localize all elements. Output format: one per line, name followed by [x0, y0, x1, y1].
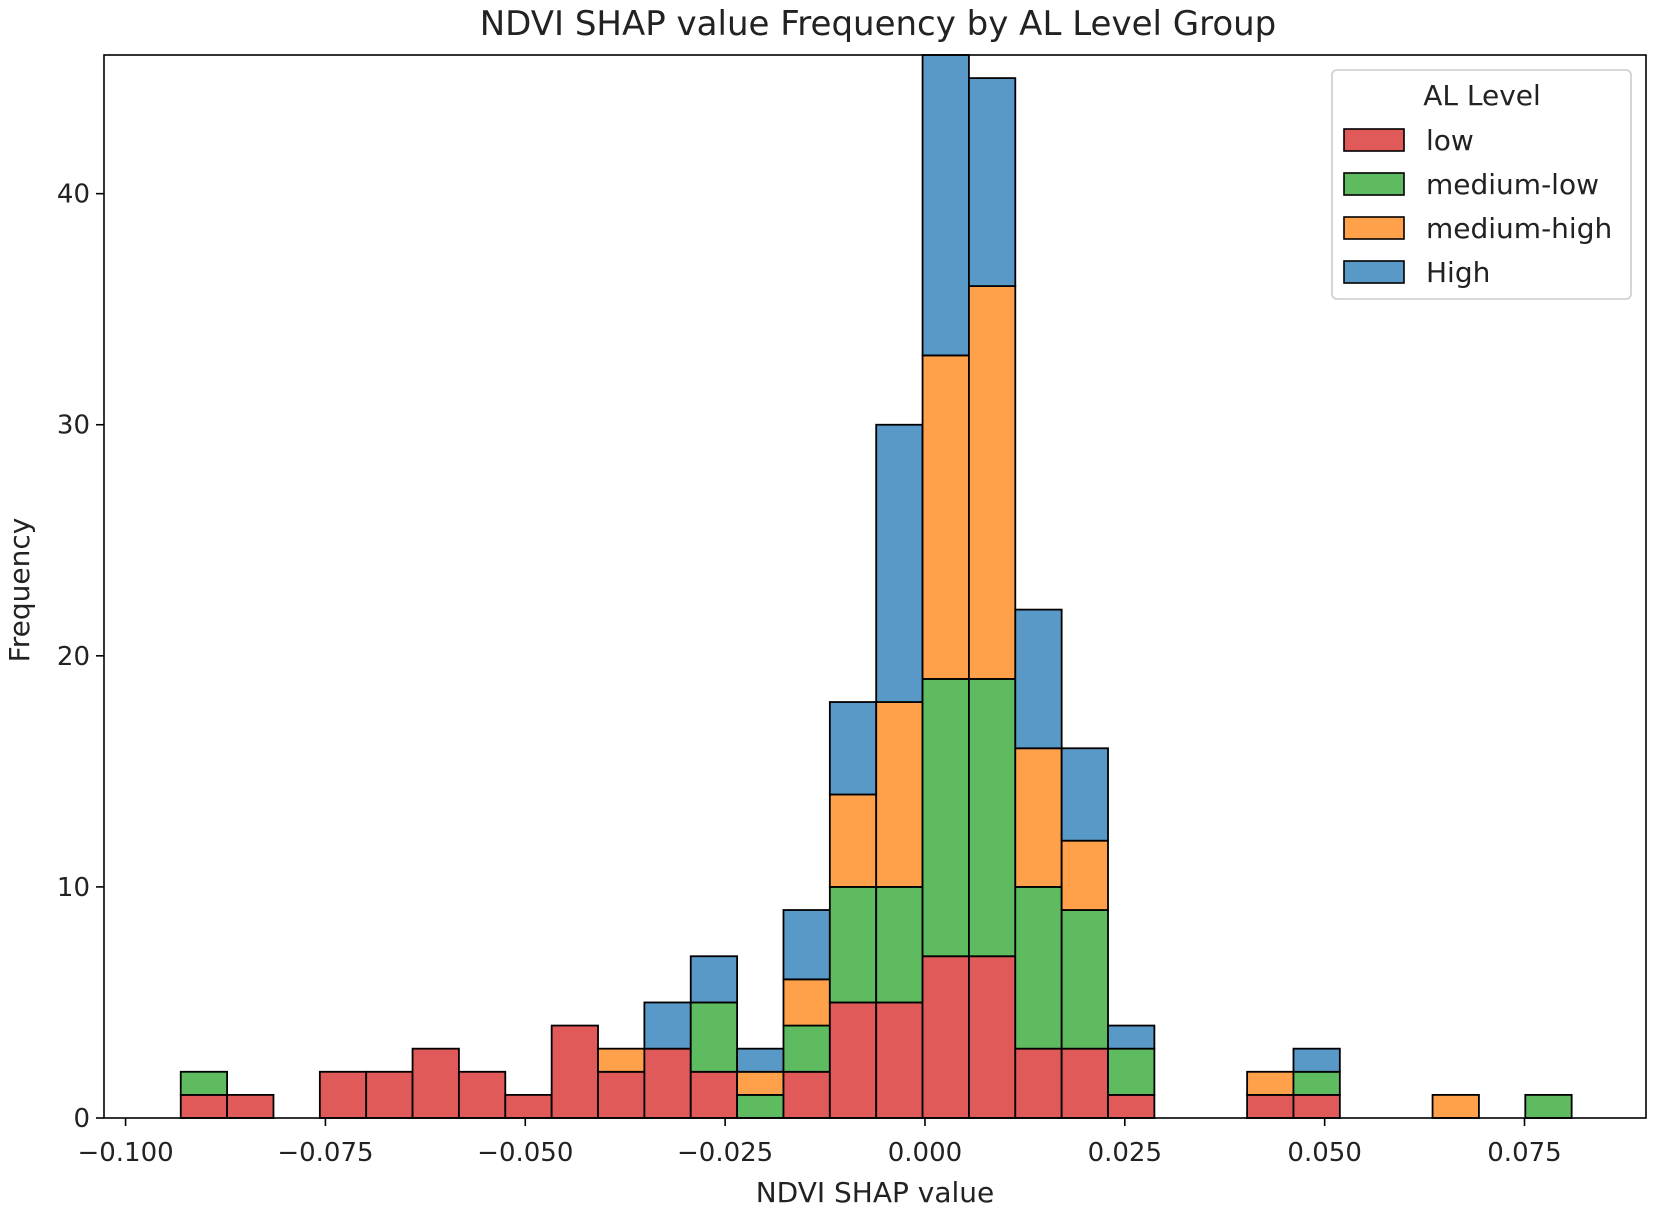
bar-high-bin-18 — [1014, 608, 1063, 750]
bar-medium-high-bin-16 — [921, 354, 970, 680]
legend-label-low: low — [1426, 124, 1474, 157]
x-tick-label: −0.050 — [477, 1138, 573, 1168]
x-tick-label: 0.075 — [1487, 1138, 1561, 1168]
bar-low-bin-16 — [921, 955, 970, 1119]
bars-layer — [179, 54, 1573, 1119]
bar-high-bin-19 — [1060, 747, 1109, 842]
bar-high-bin-20 — [1107, 1024, 1156, 1050]
bar-low-bin-24 — [1292, 1093, 1341, 1119]
y-tick-label: 0 — [73, 1104, 90, 1134]
chart-title: NDVI SHAP value Frequency by AL Level Gr… — [480, 4, 1277, 44]
bar-high-bin-15 — [875, 423, 924, 703]
bar-medium-high-bin-12 — [736, 1070, 785, 1096]
x-tick-label: −0.100 — [77, 1138, 173, 1168]
bar-medium-low-bin-24 — [1292, 1070, 1341, 1096]
bar-medium-low-bin-17 — [968, 678, 1017, 958]
bar-low-bin-23 — [1246, 1093, 1295, 1119]
y-axis-label: Frequency — [3, 518, 36, 663]
bar-medium-high-bin-17 — [968, 285, 1017, 680]
bar-low-bin-15 — [875, 1001, 924, 1119]
bar-high-bin-11 — [689, 955, 739, 1004]
bar-medium-low-bin-11 — [689, 1001, 739, 1073]
x-axis-ticks: −0.100 −0.075 −0.050 −0.025 0.000 0.025 0.050 0… — [77, 1118, 1562, 1168]
bar-medium-low-bin-18 — [1014, 886, 1063, 1050]
bar-low-bin-11 — [689, 1070, 739, 1119]
x-axis-label: NDVI SHAP value — [756, 1176, 995, 1209]
x-tick-label: 0.050 — [1287, 1138, 1361, 1168]
bar-medium-high-bin-15 — [875, 701, 924, 888]
bar-high-bin-10 — [643, 1001, 692, 1050]
legend-label-medium-low: medium-low — [1426, 168, 1599, 201]
x-tick-label: 0.000 — [888, 1138, 962, 1168]
bar-low-bin-19 — [1060, 1047, 1109, 1119]
bar-low-bin-0 — [179, 1093, 229, 1119]
plot-area-frame — [103, 54, 1647, 1119]
y-axis-ticks: 0 10 20 30 40 — [57, 180, 104, 1134]
bar-high-bin-24 — [1292, 1047, 1341, 1073]
bar-low-bin-1 — [226, 1093, 275, 1119]
bar-medium-low-bin-16 — [921, 678, 970, 958]
bar-medium-low-bin-14 — [828, 886, 878, 1004]
bar-medium-high-bin-18 — [1014, 747, 1063, 888]
bar-low-bin-13 — [782, 1070, 831, 1119]
bar-high-bin-17 — [968, 77, 1017, 287]
bar-medium-low-bin-12 — [736, 1093, 785, 1119]
bar-medium-low-bin-19 — [1060, 909, 1109, 1050]
bar-low-bin-10 — [643, 1047, 692, 1119]
legend-swatch-medium-low — [1343, 172, 1405, 196]
bar-medium-high-bin-14 — [828, 793, 878, 888]
bar-low-bin-14 — [828, 1001, 878, 1119]
x-tick-label: −0.025 — [677, 1138, 773, 1168]
bar-medium-high-bin-9 — [597, 1047, 646, 1073]
bar-high-bin-12 — [736, 1047, 785, 1073]
bar-high-bin-14 — [828, 701, 878, 796]
bar-medium-low-bin-13 — [782, 1024, 831, 1073]
bar-low-bin-9 — [597, 1070, 646, 1119]
legend-swatch-high — [1343, 260, 1405, 284]
bar-low-bin-18 — [1014, 1047, 1063, 1119]
legend-swatch-low — [1343, 128, 1405, 152]
legend-swatch-medium-high — [1343, 216, 1405, 240]
legend-label-medium-high: medium-high — [1426, 212, 1612, 245]
bar-medium-low-bin-20 — [1107, 1047, 1156, 1096]
x-tick-label: −0.075 — [277, 1138, 373, 1168]
y-tick-label: 40 — [57, 180, 90, 210]
bar-medium-high-bin-13 — [782, 978, 831, 1027]
bar-medium-high-bin-23 — [1246, 1070, 1295, 1096]
bar-low-bin-5 — [411, 1047, 460, 1119]
bar-high-bin-16 — [921, 54, 970, 357]
bar-medium-low-bin-29 — [1524, 1093, 1573, 1119]
y-tick-label: 20 — [57, 642, 90, 672]
legend-title: AL Level — [1423, 79, 1541, 112]
bar-low-bin-3 — [318, 1070, 368, 1119]
bar-medium-high-bin-19 — [1060, 839, 1109, 911]
bar-low-bin-6 — [458, 1070, 507, 1119]
bar-low-bin-20 — [1107, 1093, 1156, 1119]
x-tick-label: 0.025 — [1088, 1138, 1162, 1168]
bar-medium-low-bin-15 — [875, 886, 924, 1004]
bar-medium-low-bin-0 — [179, 1070, 229, 1096]
bar-medium-high-bin-27 — [1431, 1093, 1480, 1119]
legend: AL Level low medium-low medium-high High — [1331, 69, 1632, 300]
bar-low-bin-7 — [504, 1093, 553, 1119]
y-tick-label: 30 — [57, 411, 90, 441]
y-tick-label: 10 — [57, 873, 90, 903]
bar-low-bin-4 — [365, 1070, 414, 1119]
bar-high-bin-13 — [782, 909, 831, 981]
bar-low-bin-17 — [968, 955, 1017, 1119]
bar-low-bin-8 — [550, 1024, 599, 1119]
legend-label-high: High — [1426, 256, 1490, 289]
legend-frame — [1331, 69, 1632, 300]
